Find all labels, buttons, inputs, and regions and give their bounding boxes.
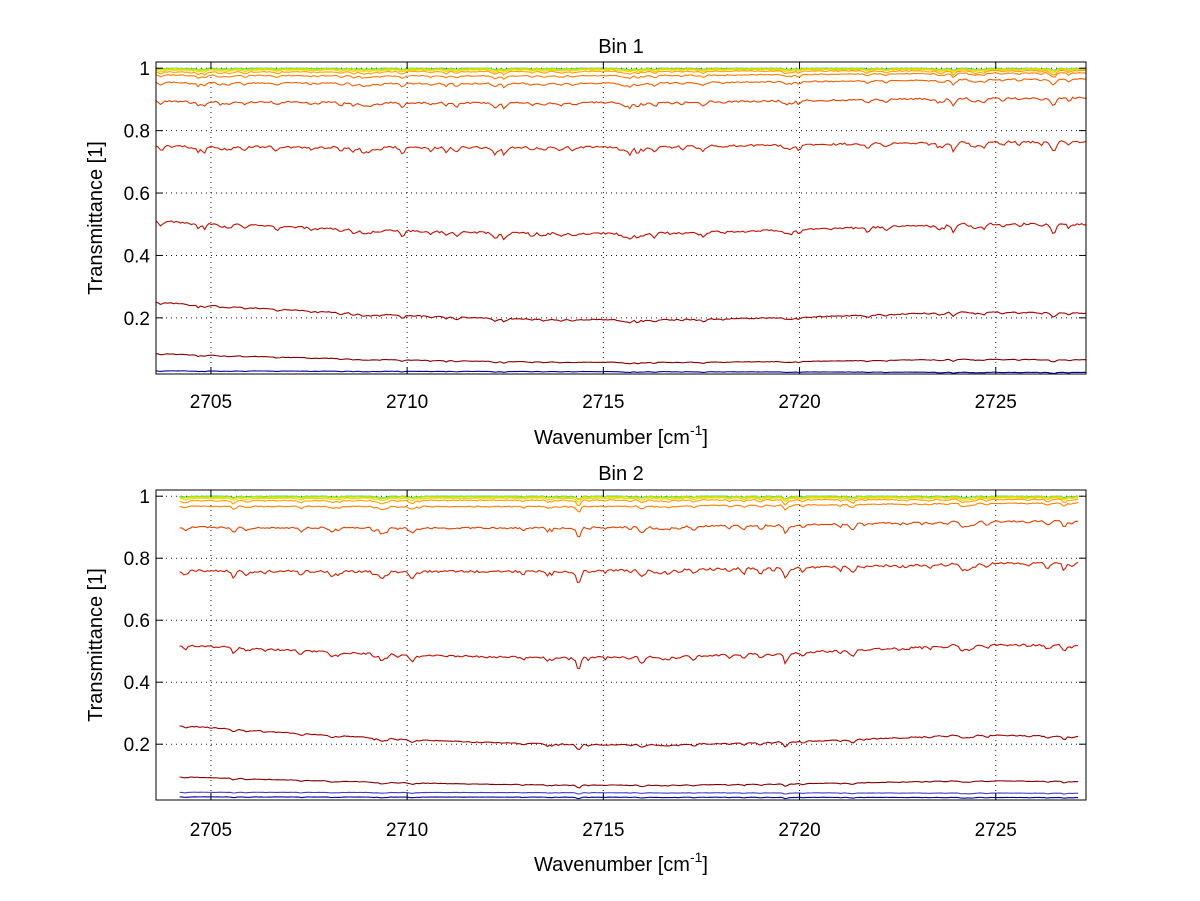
series-line-5 — [179, 498, 1079, 507]
series-line-10 — [156, 220, 1086, 241]
series-line-7 — [156, 78, 1086, 89]
x-tick-label: 2715 — [582, 820, 624, 841]
chart-title: Bin 1 — [598, 36, 644, 58]
series-line-13 — [179, 796, 1079, 800]
axes-box — [155, 489, 1087, 801]
series-line-13 — [156, 370, 1086, 374]
series-line-7 — [179, 519, 1079, 538]
series-line-11 — [156, 301, 1086, 324]
series-line-3 — [179, 496, 1079, 501]
series-line-5 — [156, 69, 1086, 77]
x-tick-label: 2705 — [190, 392, 232, 413]
y-tick-label: 1 — [139, 59, 150, 80]
x-tick-label: 2710 — [386, 392, 428, 413]
chart-bin-2: 2705 2710 2715 2720 2725 0.2 0.4 0.6 0.8 1 Bin 2 Wa… — [85, 463, 1087, 876]
y-tick-label: 0.8 — [124, 549, 150, 570]
y-tick-label: 0.2 — [124, 309, 150, 330]
y-tick-label: 0.6 — [124, 184, 150, 205]
x-axis-label: Wavenumber [cm-1] — [534, 849, 708, 876]
y-tick-label: 0.4 — [124, 246, 151, 267]
y-tick-label: 0.6 — [124, 611, 150, 632]
series-line-3 — [156, 68, 1086, 72]
series-line-4 — [156, 68, 1086, 74]
series-line-11 — [179, 776, 1079, 789]
series-line-8 — [179, 561, 1079, 584]
x-tick-label: 2725 — [975, 392, 1017, 413]
y-tick-label: 1 — [139, 487, 150, 508]
y-tick-label: 0.8 — [124, 122, 150, 143]
y-axis-label: Transmittance [1] — [85, 568, 107, 722]
series-line-6 — [156, 72, 1086, 80]
axes-box — [155, 61, 1087, 375]
series-line-9 — [156, 140, 1086, 157]
x-tick-label: 2725 — [975, 820, 1017, 841]
x-tick-label: 2710 — [386, 820, 428, 841]
series-line-6 — [179, 502, 1079, 513]
y-axis-label: Transmittance [1] — [85, 141, 107, 295]
series-line-12 — [179, 791, 1079, 795]
x-axis-label: Wavenumber [cm-1] — [534, 422, 708, 449]
x-tick-label: 2715 — [582, 392, 624, 413]
y-tick-label: 0.4 — [124, 673, 151, 694]
series-group — [156, 67, 1086, 374]
x-tick-label: 2720 — [778, 392, 820, 413]
x-tick-label: 2720 — [778, 820, 820, 841]
series-line-10 — [179, 725, 1079, 751]
series-line-12 — [156, 353, 1086, 365]
series-line-4 — [179, 496, 1079, 503]
y-tick-label: 0.2 — [124, 735, 150, 756]
series-line-8 — [156, 96, 1086, 110]
chart-title: Bin 2 — [598, 463, 644, 485]
chart-bin-1: 2705 2710 2715 2720 2725 0.2 0.4 0.6 0.8 1 Bin 1 Wa… — [85, 36, 1087, 449]
series-group — [179, 495, 1079, 800]
x-tick-label: 2705 — [190, 820, 232, 841]
series-line-9 — [179, 643, 1079, 670]
